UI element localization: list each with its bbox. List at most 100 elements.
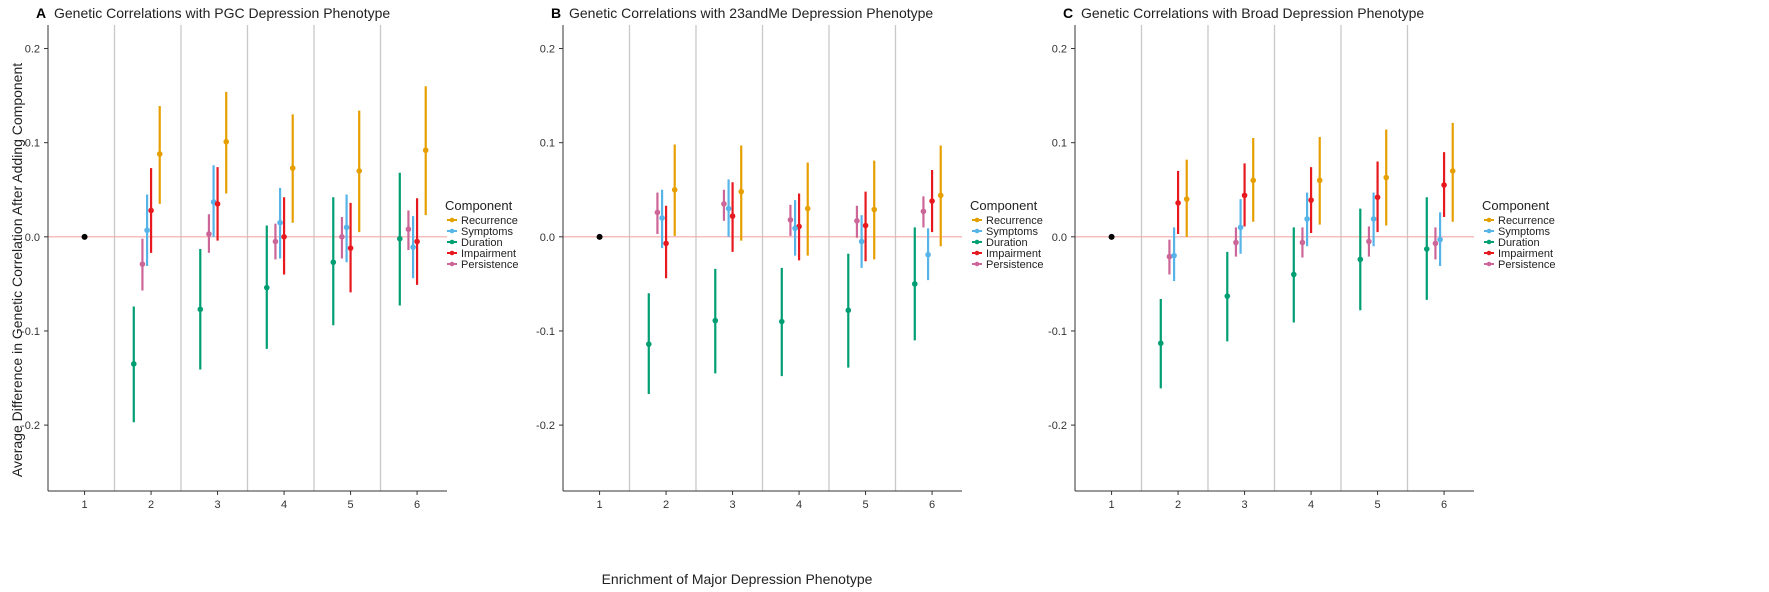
x-tick-label: 1 [597, 499, 603, 511]
point-impairment [1175, 200, 1181, 206]
legend-label: Symptoms [1498, 226, 1550, 238]
legend-label: Recurrence [461, 215, 518, 227]
legend-swatch-point [449, 217, 455, 223]
x-tick-label: 3 [730, 499, 736, 511]
panel-title: Genetic Correlations with 23andMe Depres… [569, 5, 933, 21]
legend-swatch-point [1486, 228, 1492, 234]
point-impairment [1441, 182, 1447, 188]
point-duration [130, 361, 137, 367]
legend-swatch-point [974, 250, 980, 256]
point-persistence [1233, 239, 1239, 246]
legend-label: Persistence [461, 259, 518, 271]
legend-label: Persistence [986, 259, 1043, 271]
legend-swatch-point [1486, 239, 1492, 245]
panel-a: A Genetic Correlations with PGC Depressio… [21, 5, 518, 511]
point-symptoms [343, 224, 350, 231]
x-tick-label: 5 [1375, 499, 1381, 511]
legend-label: Duration [986, 237, 1028, 249]
y-tick-label: -0.1 [536, 326, 555, 338]
point-recurrence [1183, 196, 1190, 202]
point-symptoms [1304, 216, 1310, 222]
point-symptoms [277, 219, 283, 226]
y-tick-label: 0.2 [25, 44, 40, 56]
x-tick-label: 2 [663, 499, 669, 511]
point-duration [778, 318, 785, 325]
point-duration [1423, 246, 1430, 252]
point-recurrence [804, 205, 811, 212]
panel-b: B Genetic Correlations with 23andMe Depre… [536, 5, 1043, 511]
point-persistence [654, 209, 661, 216]
point-persistence [405, 226, 412, 233]
legend-label: Impairment [461, 248, 516, 260]
point-duration [1157, 340, 1164, 346]
x-tick-label: 3 [1242, 499, 1248, 511]
point-persistence [139, 261, 146, 267]
legend: Component RecurrenceSymptomsDurationImpai… [1482, 198, 1555, 271]
point-recurrence [422, 147, 429, 154]
point-impairment [347, 245, 354, 251]
point-duration [1224, 293, 1231, 299]
legend-swatch-point [1486, 217, 1492, 223]
x-axis-label: Enrichment of Major Depression Phenotype [602, 571, 873, 587]
point-impairment [729, 213, 736, 219]
point-duration [1357, 256, 1364, 263]
point-persistence [272, 238, 279, 245]
legend-label: Duration [1498, 237, 1540, 249]
point-persistence [721, 201, 727, 207]
point-persistence [787, 217, 794, 223]
panel-title: Genetic Correlations with PGC Depression… [54, 5, 390, 21]
point-recurrence [1383, 174, 1390, 181]
legend-swatch-point [974, 228, 980, 234]
point-duration [263, 284, 270, 291]
x-tick-label: 1 [82, 499, 88, 511]
panel-c: C Genetic Correlations with Broad Depress… [1048, 5, 1555, 511]
point-recurrence [1250, 177, 1257, 184]
point-impairment [663, 240, 669, 247]
point-recurrence [156, 151, 163, 157]
point-recurrence [289, 165, 296, 171]
legend-swatch-point [449, 228, 455, 234]
y-tick-label: 0.2 [1052, 44, 1067, 56]
point-symptoms [725, 205, 732, 212]
point-duration [645, 341, 652, 347]
legend-label: Persistence [1498, 259, 1555, 271]
legend-swatch-point [449, 239, 455, 245]
legend-label: Symptoms [461, 226, 513, 238]
legend-label: Impairment [986, 248, 1041, 260]
point-impairment [1374, 194, 1381, 201]
point-symptoms [1171, 252, 1177, 259]
legend-label: Symptoms [986, 226, 1038, 238]
legend-swatch-point [974, 261, 980, 267]
point-duration [197, 306, 204, 313]
legend-swatch-point [449, 250, 455, 256]
point-symptoms [1237, 224, 1244, 231]
baseline-point [596, 233, 603, 240]
point-persistence [1166, 253, 1173, 260]
x-tick-label: 1 [1109, 499, 1115, 511]
x-tick-label: 6 [929, 499, 935, 511]
panels: A Genetic Correlations with PGC Depressio… [21, 5, 1555, 511]
y-tick-label: -0.2 [536, 420, 555, 432]
y-axis-label: Average Difference in Genetic Correlatio… [9, 63, 25, 477]
y-tick-label: 0.0 [540, 232, 555, 244]
y-tick-label: 0.0 [1052, 232, 1067, 244]
point-impairment [414, 238, 420, 245]
point-impairment [929, 198, 935, 204]
y-tick-label: 0.1 [540, 138, 555, 150]
panel-tag: A [36, 5, 46, 21]
point-recurrence [356, 168, 363, 174]
x-tick-label: 6 [414, 499, 420, 511]
x-tick-label: 5 [348, 499, 354, 511]
legend: Component RecurrenceSymptomsDurationImpai… [445, 198, 518, 271]
point-impairment [1241, 192, 1248, 199]
baseline-point [81, 233, 88, 240]
x-tick-label: 4 [1308, 499, 1314, 511]
point-impairment [862, 222, 869, 229]
panel-tag: C [1063, 5, 1073, 21]
x-tick-label: 4 [281, 499, 287, 511]
point-recurrence [871, 206, 878, 213]
x-tick-label: 6 [1441, 499, 1447, 511]
point-impairment [214, 201, 221, 207]
x-tick-label: 5 [863, 499, 869, 511]
